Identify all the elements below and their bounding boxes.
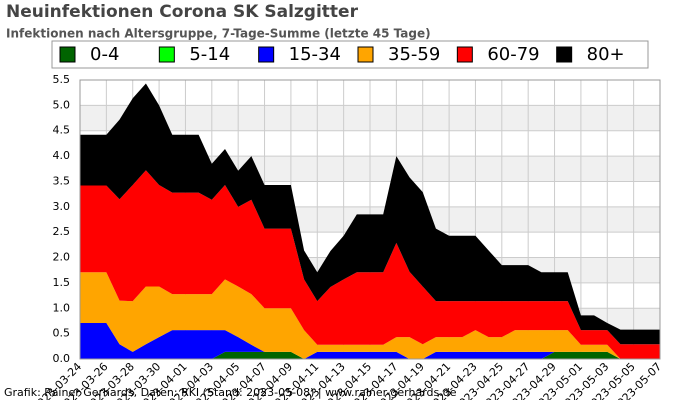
chart-subtitle: Infektionen nach Altersgruppe, 7-Tage-Su… — [6, 27, 431, 41]
legend-label: 15-34 — [289, 44, 341, 65]
area — [80, 170, 660, 359]
legend-label: 60-79 — [487, 44, 539, 65]
y-tick-label: 1.0 — [53, 301, 71, 314]
legend-label: 5-14 — [189, 44, 230, 65]
legend-label: 80+ — [587, 44, 625, 65]
area — [80, 322, 660, 359]
area — [80, 83, 660, 345]
y-tick-label: 3.5 — [53, 174, 71, 187]
y-tick-label: 1.5 — [53, 276, 71, 289]
y-tick-label: 5.0 — [53, 98, 71, 111]
y-tick-label: 3.0 — [53, 200, 71, 213]
legend-label: 35-59 — [388, 44, 440, 65]
legend-swatch — [258, 46, 275, 63]
legend-swatch — [456, 46, 473, 63]
plot-area: 0.00.51.01.52.02.53.03.54.04.55.05.52023… — [30, 73, 664, 400]
y-tick-label: 2.0 — [53, 251, 71, 264]
y-tick-label: 4.0 — [53, 149, 71, 162]
chart-title: Neuinfektionen Corona SK Salzgitter — [6, 2, 359, 22]
legend-swatch — [59, 46, 76, 63]
y-tick-label: 4.5 — [53, 124, 71, 137]
legend-label: 0-4 — [90, 44, 119, 65]
y-tick-label: 0.5 — [53, 327, 71, 340]
legend-swatch — [357, 46, 374, 63]
footer: Grafik: Rainer Gerhards, Daten: RKI (Sta… — [4, 386, 457, 399]
legend-box — [51, 40, 649, 69]
area — [80, 351, 660, 359]
area — [80, 272, 660, 359]
legend-swatch — [556, 46, 573, 63]
legend-swatch — [158, 46, 175, 63]
legend: 0-4 5-14 15-34 35-59 60-79 80+ — [59, 44, 625, 65]
y-tick-label: 2.5 — [53, 225, 71, 238]
plot-frame — [79, 79, 661, 360]
y-tick-label: 5.5 — [53, 73, 71, 86]
y-tick-label: 0.0 — [53, 352, 71, 365]
